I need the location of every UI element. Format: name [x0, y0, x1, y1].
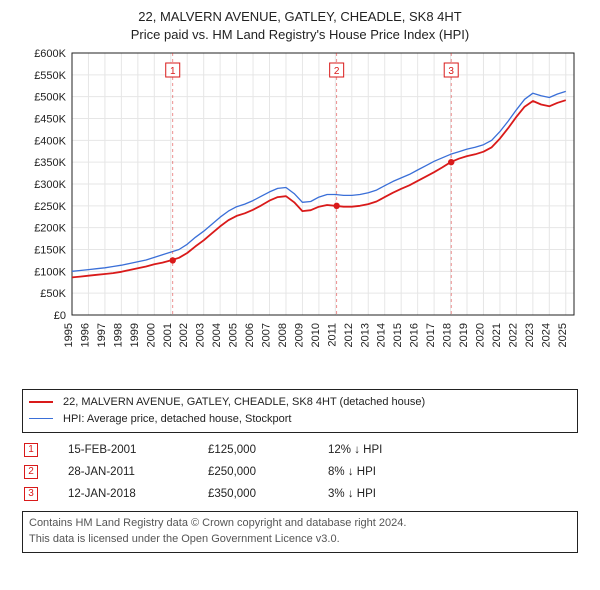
svg-text:1997: 1997	[96, 323, 108, 347]
svg-text:2004: 2004	[211, 323, 223, 347]
sale-delta: 3% ↓ HPI	[328, 488, 448, 500]
sale-row: 3 12-JAN-2018 £350,000 3% ↓ HPI	[22, 483, 578, 505]
svg-text:£350K: £350K	[34, 157, 66, 169]
svg-text:£400K: £400K	[34, 135, 66, 147]
chart-svg: £0 £50K £100K £150K £200K £250K £300K £350K £400…	[20, 47, 580, 387]
svg-text:£500K: £500K	[34, 92, 66, 104]
svg-text:2014: 2014	[376, 323, 388, 347]
sale-date: 28-JAN-2011	[68, 466, 208, 478]
svg-text:£100K: £100K	[34, 266, 66, 278]
svg-text:1999: 1999	[129, 323, 141, 347]
svg-text:2000: 2000	[145, 323, 157, 347]
sale-date: 15-FEB-2001	[68, 444, 208, 456]
svg-text:2003: 2003	[195, 323, 207, 347]
svg-text:3: 3	[448, 66, 454, 77]
legend-item-hpi: HPI: Average price, detached house, Stoc…	[29, 411, 571, 428]
svg-text:1995: 1995	[63, 323, 75, 347]
legend-swatch-hpi	[29, 418, 53, 419]
sale-row: 1 15-FEB-2001 £125,000 12% ↓ HPI	[22, 439, 578, 461]
sale-delta: 12% ↓ HPI	[328, 444, 448, 456]
sale-marker-3: 3	[24, 487, 38, 501]
sale-marker-1: 1	[24, 443, 38, 457]
legend: 22, MALVERN AVENUE, GATLEY, CHEADLE, SK8…	[22, 389, 578, 433]
svg-text:2013: 2013	[359, 323, 371, 347]
chart-titles: 22, MALVERN AVENUE, GATLEY, CHEADLE, SK8…	[0, 0, 600, 43]
svg-text:£300K: £300K	[34, 179, 66, 191]
legend-swatch-subject	[29, 401, 53, 403]
svg-text:2007: 2007	[261, 323, 273, 347]
sale-row: 2 28-JAN-2011 £250,000 8% ↓ HPI	[22, 461, 578, 483]
svg-text:£0: £0	[54, 310, 66, 322]
svg-text:£200K: £200K	[34, 223, 66, 235]
svg-text:2009: 2009	[293, 323, 305, 347]
footer-line-2: This data is licensed under the Open Gov…	[29, 532, 571, 548]
sale-date: 12-JAN-2018	[68, 488, 208, 500]
svg-text:2019: 2019	[458, 323, 470, 347]
svg-text:2010: 2010	[310, 323, 322, 347]
sale-marker-2: 2	[24, 465, 38, 479]
svg-text:2008: 2008	[277, 323, 289, 347]
svg-text:2015: 2015	[392, 323, 404, 347]
svg-text:2024: 2024	[540, 323, 552, 347]
sale-price: £350,000	[208, 488, 328, 500]
svg-text:£50K: £50K	[40, 288, 66, 300]
svg-text:2006: 2006	[244, 323, 256, 347]
sale-price: £125,000	[208, 444, 328, 456]
svg-text:£550K: £550K	[34, 70, 66, 82]
price-chart: £0 £50K £100K £150K £200K £250K £300K £350K £400…	[20, 47, 580, 387]
svg-text:1996: 1996	[79, 323, 91, 347]
svg-text:2017: 2017	[425, 323, 437, 347]
svg-text:2021: 2021	[491, 323, 503, 347]
svg-text:2020: 2020	[474, 323, 486, 347]
attribution-footer: Contains HM Land Registry data © Crown c…	[22, 511, 578, 553]
svg-text:2001: 2001	[162, 323, 174, 347]
svg-text:2005: 2005	[228, 323, 240, 347]
svg-text:2: 2	[334, 66, 340, 77]
svg-text:2022: 2022	[507, 323, 519, 347]
title-line-1: 22, MALVERN AVENUE, GATLEY, CHEADLE, SK8…	[0, 8, 600, 26]
svg-text:2002: 2002	[178, 323, 190, 347]
sale-delta: 8% ↓ HPI	[328, 466, 448, 478]
svg-text:2011: 2011	[326, 323, 338, 347]
svg-text:1998: 1998	[112, 323, 124, 347]
svg-text:£450K: £450K	[34, 114, 66, 126]
sales-table: 1 15-FEB-2001 £125,000 12% ↓ HPI 2 28-JA…	[22, 439, 578, 505]
svg-text:2012: 2012	[343, 323, 355, 347]
sale-price: £250,000	[208, 466, 328, 478]
title-line-2: Price paid vs. HM Land Registry's House …	[0, 26, 600, 44]
svg-text:£600K: £600K	[34, 48, 66, 60]
legend-label-hpi: HPI: Average price, detached house, Stoc…	[63, 411, 292, 428]
footer-line-1: Contains HM Land Registry data © Crown c…	[29, 516, 571, 532]
legend-item-subject: 22, MALVERN AVENUE, GATLEY, CHEADLE, SK8…	[29, 394, 571, 411]
svg-text:2025: 2025	[557, 323, 569, 347]
svg-text:2018: 2018	[442, 323, 454, 347]
legend-label-subject: 22, MALVERN AVENUE, GATLEY, CHEADLE, SK8…	[63, 394, 425, 411]
svg-text:1: 1	[170, 66, 176, 77]
svg-text:£150K: £150K	[34, 245, 66, 257]
svg-text:2016: 2016	[409, 323, 421, 347]
svg-text:£250K: £250K	[34, 201, 66, 213]
svg-text:2023: 2023	[524, 323, 536, 347]
